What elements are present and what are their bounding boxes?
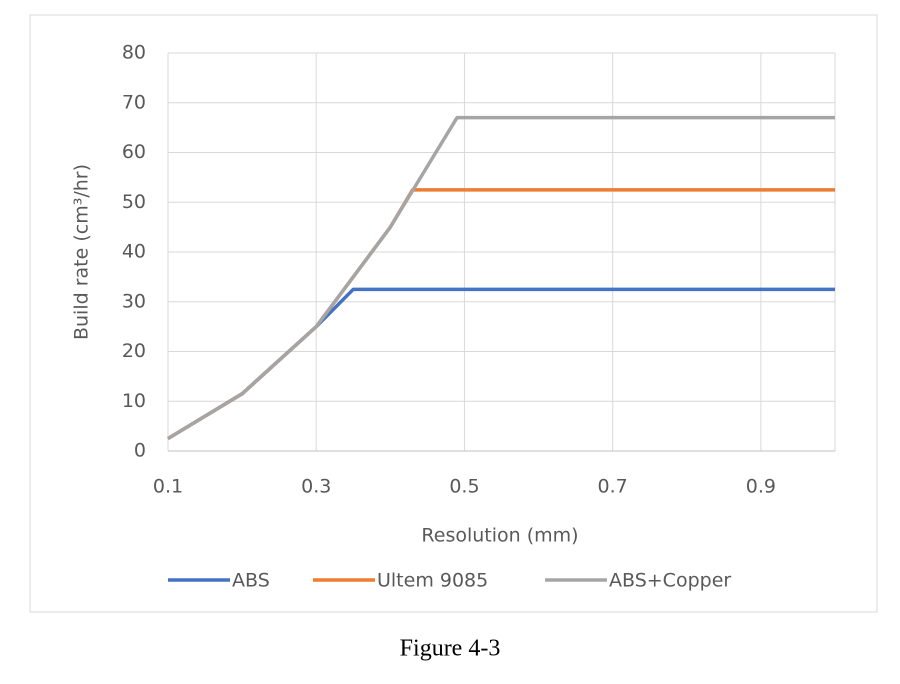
series-line xyxy=(167,115,835,441)
y-tick-label: 50 xyxy=(122,191,146,213)
y-tick-label: 30 xyxy=(122,290,146,312)
y-tick-label: 0 xyxy=(134,440,146,462)
x-axis-label: Resolution (mm) xyxy=(421,525,578,547)
legend-label: Ultem 9085 xyxy=(377,570,488,592)
x-tick-label: 0.3 xyxy=(301,476,331,498)
figure-caption: Figure 4-3 xyxy=(400,636,501,662)
legend-label: ABS xyxy=(232,570,270,592)
y-tick-label: 80 xyxy=(122,42,146,64)
y-tick-label: 70 xyxy=(122,91,146,113)
x-tick-label: 0.9 xyxy=(746,476,776,498)
y-axis-label: Build rate (cm³/hr) xyxy=(71,164,93,340)
y-tick-label: 60 xyxy=(122,141,146,163)
y-tick-label: 40 xyxy=(122,241,146,263)
legend-label: ABS+Copper xyxy=(609,570,731,592)
x-tick-label: 0.5 xyxy=(449,476,479,498)
chart-frame xyxy=(29,14,878,613)
x-tick-label: 0.7 xyxy=(598,476,628,498)
x-tick-label: 0.1 xyxy=(153,476,183,498)
y-tick-label: 10 xyxy=(122,390,146,412)
y-tick-label: 20 xyxy=(122,340,146,362)
